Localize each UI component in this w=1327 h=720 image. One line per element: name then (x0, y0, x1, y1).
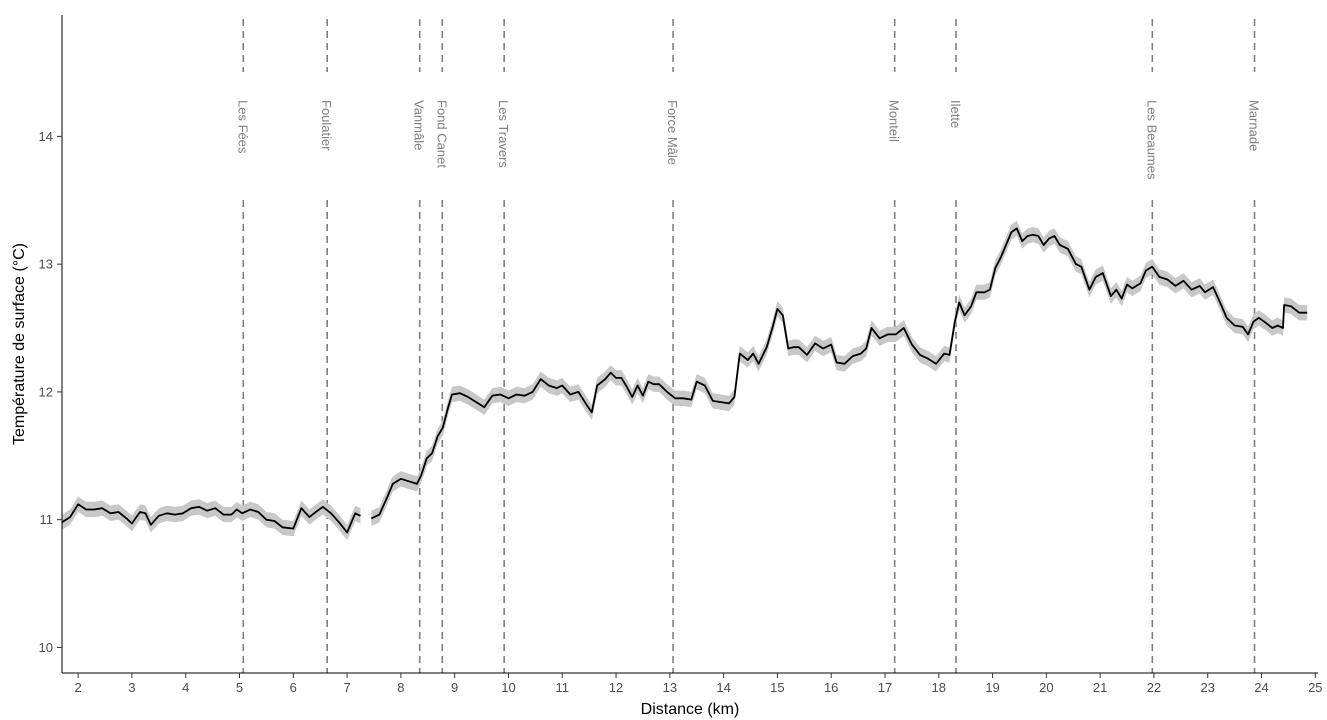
site-labels: Les Fées Foulatier Vanmâle Fond Canet Les Tr… (235, 100, 1261, 180)
x-tick-label: 3 (128, 680, 135, 695)
site-label: Fond Canet (434, 100, 449, 168)
site-label: Les Travers (496, 100, 511, 168)
confidence-band (371, 220, 1308, 527)
x-tick-label: 19 (985, 680, 999, 695)
series-line-layer (61, 227, 1308, 534)
x-tick-label: 16 (824, 680, 838, 695)
x-tick-label: 15 (770, 680, 784, 695)
y-tick-label: 11 (40, 512, 54, 527)
x-tick-label: 7 (343, 680, 350, 695)
x-tick-label: 23 (1200, 680, 1214, 695)
reference-lines (242, 19, 1256, 673)
x-tick-label: 10 (501, 680, 515, 695)
x-tick-label: 9 (451, 680, 458, 695)
x-tick-label: 4 (182, 680, 189, 695)
x-tick-label: 12 (609, 680, 623, 695)
site-label: Ilette (948, 100, 963, 128)
x-tick-label: 25 (1308, 680, 1322, 695)
site-label: Marnade (1247, 100, 1262, 151)
y-tick-label: 14 (39, 129, 53, 144)
x-tick-label: 6 (290, 680, 297, 695)
temperature-line (370, 227, 1308, 520)
x-tick-label: 5 (236, 680, 243, 695)
temperature-line (61, 503, 361, 534)
x-tick-label: 14 (716, 680, 730, 695)
x-tick-label: 20 (1039, 680, 1053, 695)
x-tick-label: 24 (1254, 680, 1268, 695)
x-tick-label: 11 (555, 680, 569, 695)
x-axis-title: Distance (km) (641, 701, 740, 718)
x-tick-label: 22 (1147, 680, 1161, 695)
y-tick-label: 13 (39, 257, 53, 272)
x-tick-label: 18 (932, 680, 946, 695)
site-label: Foulatier (319, 100, 334, 151)
site-label: Les Beaumes (1144, 100, 1159, 180)
site-label: Force Mâle (665, 100, 680, 165)
x-tick-label: 17 (878, 680, 892, 695)
x-tick-label: 21 (1093, 680, 1107, 695)
x-tick-label: 2 (75, 680, 82, 695)
confidence-band-layer (62, 220, 1308, 541)
site-label: Les Fées (235, 100, 250, 154)
site-label: Monteil (887, 100, 902, 142)
x-tick-label: 13 (663, 680, 677, 695)
y-axis-title: Température de surface (°C) (11, 243, 28, 445)
confidence-band (62, 496, 361, 541)
axes (61, 15, 1318, 674)
y-tick-label: 10 (39, 640, 53, 655)
y-tick-label: 12 (39, 384, 53, 399)
axis-ticks: 2 3 4 5 6 7 8 9 10 11 12 13 14 15 16 17 18 19 20 21 22 23 24 25… (39, 129, 1323, 695)
x-tick-label: 8 (397, 680, 404, 695)
site-label: Vanmâle (412, 100, 427, 150)
